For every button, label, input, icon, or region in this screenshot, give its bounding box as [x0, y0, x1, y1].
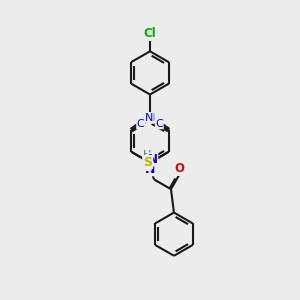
Text: H: H	[143, 160, 151, 170]
Text: O: O	[174, 162, 184, 176]
Text: C: C	[137, 119, 145, 129]
Text: N: N	[145, 113, 153, 123]
Text: Cl: Cl	[144, 27, 156, 40]
Text: N: N	[145, 163, 155, 176]
Text: S: S	[143, 155, 152, 169]
Text: C: C	[155, 119, 163, 129]
Text: H: H	[143, 150, 151, 160]
Text: N: N	[148, 153, 158, 166]
Text: N: N	[147, 113, 155, 123]
